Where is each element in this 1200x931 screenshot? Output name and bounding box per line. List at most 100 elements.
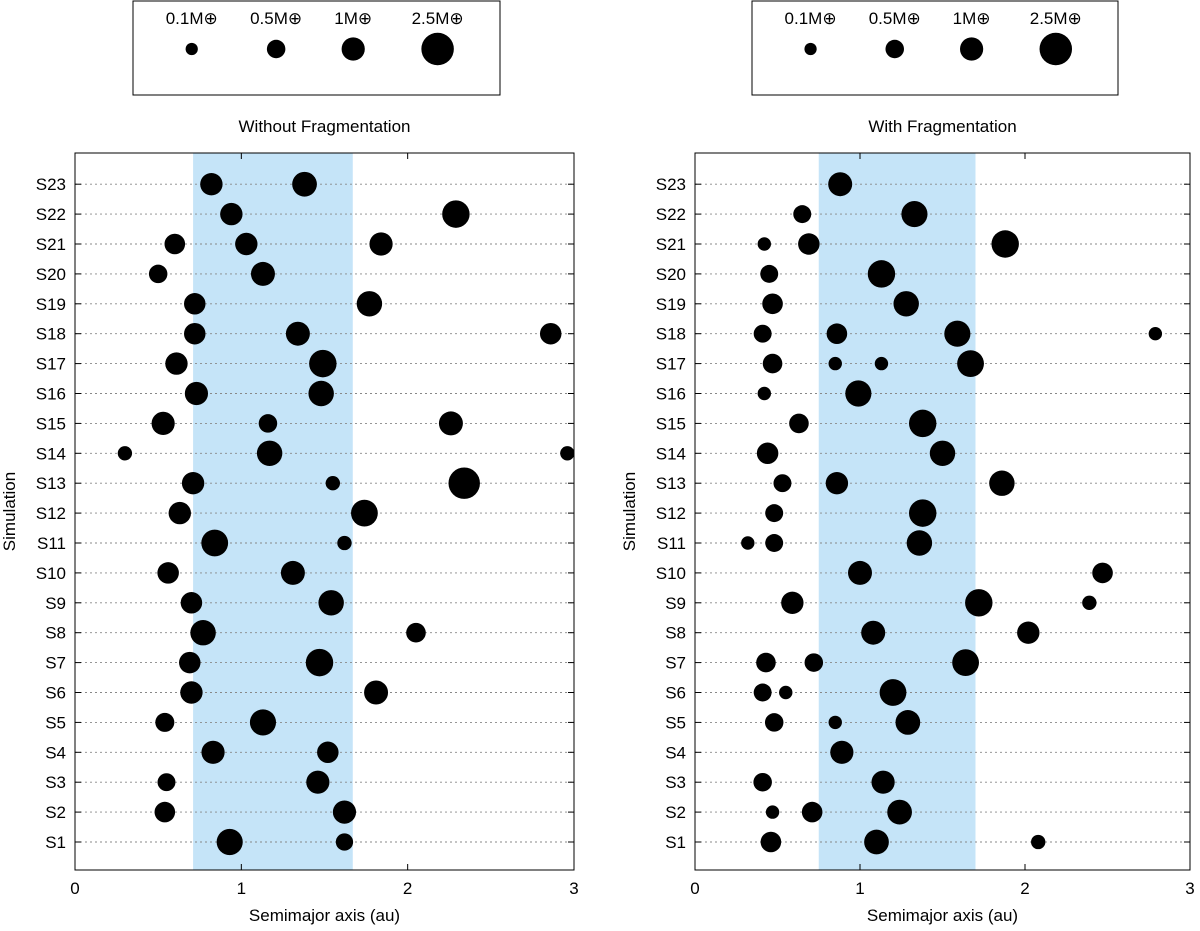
y-tick-label: S18 — [656, 325, 686, 344]
planet-point — [539, 322, 562, 345]
legend-label: 2.5M⊕ — [1030, 9, 1082, 28]
planet-point — [306, 770, 330, 794]
y-tick-label: S9 — [665, 594, 686, 613]
planet-point — [908, 409, 937, 438]
planet-point — [793, 205, 812, 224]
planet-point — [781, 591, 804, 614]
planet-point — [181, 472, 205, 495]
y-tick-label: S19 — [36, 295, 66, 314]
legend-marker — [960, 37, 984, 61]
y-tick-label: S12 — [656, 504, 686, 523]
legend-label: 0.5M⊕ — [869, 9, 921, 28]
y-tick-label: S14 — [656, 444, 686, 463]
planet-point — [157, 773, 176, 792]
planet-point — [406, 622, 426, 643]
planet-point — [760, 264, 779, 283]
y-tick-label: S4 — [45, 743, 66, 762]
planet-point — [756, 652, 776, 673]
y-tick-label: S2 — [45, 803, 66, 822]
y-tick-label: S6 — [665, 684, 686, 703]
planet-point — [1082, 595, 1097, 610]
x-tick-label: 3 — [1185, 879, 1194, 898]
legend-marker — [804, 42, 817, 56]
y-tick-label: S3 — [665, 773, 686, 792]
planet-point — [753, 772, 772, 792]
planet-point — [906, 530, 933, 556]
planet-point — [184, 293, 206, 315]
planet-point — [369, 232, 393, 256]
planet-point — [165, 352, 188, 375]
x-tick-label: 3 — [569, 879, 578, 898]
legend-label: 0.1M⊕ — [166, 9, 218, 28]
planet-point — [765, 504, 784, 523]
planet-point — [952, 649, 979, 676]
planet-point — [164, 233, 186, 255]
planet-point — [285, 321, 310, 346]
planet-point — [762, 353, 783, 374]
plot-frame — [74, 152, 575, 871]
y-tick-label: S1 — [665, 833, 686, 852]
planet-point — [335, 833, 354, 851]
y-tick-label: S1 — [45, 833, 66, 852]
y-tick-label: S5 — [45, 713, 66, 732]
planet-point — [180, 681, 203, 704]
planet-point — [760, 831, 782, 853]
planet-point — [364, 680, 389, 705]
planet-point — [848, 560, 872, 585]
planet-point — [305, 648, 334, 677]
x-tick-label: 0 — [70, 879, 79, 898]
planet-point — [560, 446, 575, 461]
legend-label: 2.5M⊕ — [412, 9, 464, 28]
planet-point — [258, 414, 278, 433]
y-tick-label: S13 — [656, 474, 686, 493]
planet-point — [895, 710, 921, 735]
planet-point — [325, 476, 340, 491]
planet-point — [356, 291, 383, 317]
legend-marker — [421, 32, 454, 66]
planet-point — [965, 589, 993, 617]
y-tick-label: S14 — [36, 444, 66, 463]
y-tick-label: S11 — [37, 534, 66, 553]
plot-frame — [694, 152, 1191, 871]
planet-point — [957, 350, 984, 377]
planet-point — [249, 709, 277, 736]
planet-point — [871, 770, 895, 794]
legend-marker — [341, 37, 365, 61]
left-panel: 0.1M⊕ 0.5M⊕ 1M⊕ 2.5M⊕ Without Fragmentation S… — [0, 0, 579, 925]
chart-title: With Fragmentation — [868, 117, 1016, 136]
planet-point — [845, 380, 872, 407]
y-tick-label: S17 — [656, 355, 686, 374]
planet-point — [216, 828, 243, 856]
y-axis-label: Simulation — [0, 472, 19, 551]
planet-point — [779, 685, 793, 700]
planet-point — [235, 232, 258, 256]
planet-point — [753, 683, 772, 702]
y-tick-label: S16 — [36, 385, 66, 404]
planet-point — [828, 715, 842, 730]
y-tick-label: S17 — [36, 355, 66, 374]
planet-point — [756, 442, 779, 465]
planet-point — [201, 529, 229, 557]
legend-label: 0.1M⊕ — [785, 9, 837, 28]
planet-point — [765, 534, 784, 552]
planet-point — [944, 320, 971, 347]
planet-point — [887, 799, 912, 825]
planet-point — [804, 653, 824, 672]
planet-point — [765, 805, 780, 819]
planet-point — [280, 560, 305, 585]
y-tick-label: S22 — [656, 205, 686, 224]
y-tick-label: S20 — [656, 265, 686, 284]
y-tick-label: S23 — [656, 175, 686, 194]
planet-point — [180, 592, 203, 614]
planet-point — [448, 467, 480, 499]
planet-point — [908, 499, 937, 527]
y-tick-label: S19 — [656, 295, 686, 314]
planet-point — [753, 324, 772, 343]
y-tick-label: S23 — [36, 175, 66, 194]
planet-point — [190, 619, 216, 646]
y-tick-label: S3 — [45, 773, 66, 792]
planet-point — [220, 202, 243, 226]
planet-point — [801, 801, 823, 823]
